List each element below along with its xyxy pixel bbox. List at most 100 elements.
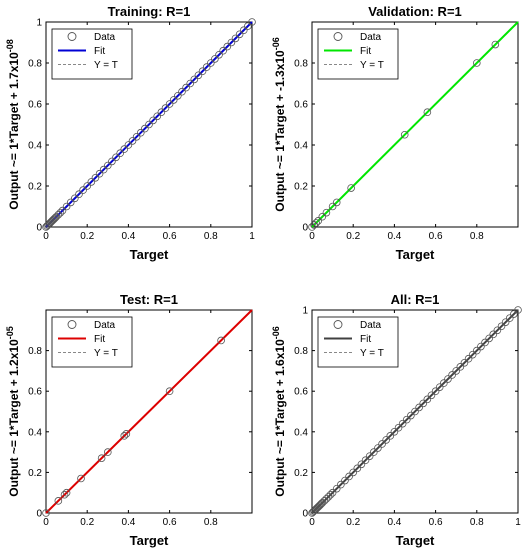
x-tick-label: 0.4 <box>387 517 401 528</box>
y-tick-label: 0.6 <box>28 387 42 398</box>
x-tick-label: 0 <box>309 231 315 242</box>
data-point <box>460 358 469 367</box>
data-point <box>124 141 133 149</box>
y-tick-label: 0.2 <box>28 182 42 193</box>
x-tick-label: 0.6 <box>163 231 177 242</box>
data-point <box>481 338 489 347</box>
legend-label: Data <box>94 32 116 43</box>
legend-box <box>317 28 399 80</box>
fit-line <box>311 309 519 514</box>
legend-label: Fit <box>360 334 371 345</box>
data-point <box>394 423 403 432</box>
data-point <box>423 108 432 116</box>
data-point <box>54 210 63 219</box>
y-tick-label: 0.6 <box>28 100 42 111</box>
data-point <box>452 367 461 375</box>
data-point <box>349 468 358 477</box>
y-axis-label: Output ~= 1*Target + 1.7x10-08 <box>5 39 21 210</box>
legend-label: Data <box>360 32 382 43</box>
data-point <box>497 322 506 331</box>
data-point <box>464 354 473 363</box>
data-point <box>71 194 79 203</box>
data-point <box>431 387 440 396</box>
y-tick-label: 0.4 <box>28 427 42 438</box>
x-axis-label: Target <box>130 247 169 262</box>
data-point <box>235 30 244 39</box>
data-point <box>120 432 129 440</box>
data-point <box>198 67 207 75</box>
data-point <box>477 342 485 351</box>
data-point <box>149 116 157 125</box>
y-axis-label: Output ~= 1*Target + -1.3x10-06 <box>271 37 287 212</box>
y-axis-label: Output ~= 1*Target + 1.2x10-05 <box>5 326 21 497</box>
data-point <box>320 497 329 505</box>
data-point <box>128 137 137 145</box>
data-point <box>83 182 91 190</box>
chart-panel-2: Validation: R=1 Target Output ~= 1*Target … <box>271 4 519 262</box>
legend-box <box>317 316 399 368</box>
chart-title: Validation: R=1 <box>368 4 462 19</box>
data-point <box>419 399 428 408</box>
data-point <box>491 40 500 49</box>
data-point <box>316 501 325 509</box>
data-point <box>132 133 141 141</box>
data-point <box>472 346 481 355</box>
data-point <box>136 128 145 137</box>
data-point <box>328 488 337 497</box>
data-point <box>314 217 322 225</box>
data-point <box>493 326 502 335</box>
data-point <box>398 419 407 428</box>
y-tick-label: 1 <box>302 306 308 317</box>
x-tick-label: 1 <box>515 517 521 528</box>
data-point <box>324 492 333 501</box>
data-point <box>58 206 67 215</box>
y-tick-label: 0.2 <box>294 468 308 479</box>
y-tick-label: 0 <box>36 223 42 234</box>
data-point <box>211 55 219 63</box>
data-point <box>239 26 248 35</box>
data-point <box>202 63 211 71</box>
data-point <box>153 112 162 121</box>
chart-panel-1: Training: R=1 Target Output ~= 1*Target + … <box>5 4 256 262</box>
data-point <box>374 444 382 452</box>
data-point <box>386 432 395 440</box>
x-tick-label: 0.4 <box>387 231 401 242</box>
data-point <box>341 476 349 485</box>
data-point <box>120 145 129 153</box>
data-point <box>165 100 174 108</box>
data-point <box>510 310 518 318</box>
data-point <box>190 75 199 84</box>
data-point <box>468 350 477 359</box>
legend-data-marker <box>333 320 343 329</box>
x-tick-label: 0.8 <box>470 231 484 242</box>
x-tick-label: 0.6 <box>163 517 177 528</box>
data-point <box>141 124 149 133</box>
data-point <box>322 494 331 503</box>
x-tick-label: 0.6 <box>429 231 443 242</box>
data-point <box>378 440 386 448</box>
data-point <box>169 96 178 104</box>
legend-data-marker <box>67 320 77 329</box>
x-tick-label: 1 <box>249 231 255 242</box>
x-tick-label: 0 <box>43 517 49 528</box>
data-point <box>415 403 423 412</box>
data-point <box>87 178 96 186</box>
data-point <box>79 186 87 194</box>
data-point <box>248 18 256 26</box>
data-point <box>448 371 456 379</box>
x-tick-label: 0.6 <box>429 517 443 528</box>
data-point <box>369 448 378 456</box>
x-tick-label: 0.4 <box>121 231 135 242</box>
legend-label: Y = T <box>94 60 118 71</box>
data-point <box>423 395 432 404</box>
data-point <box>390 427 399 436</box>
y-tick-label: 0 <box>36 509 42 520</box>
data-point <box>328 202 337 211</box>
legend-box <box>51 28 133 80</box>
data-point <box>322 208 331 217</box>
data-point <box>501 318 510 326</box>
legend-label: Y = T <box>94 348 118 359</box>
x-tick-label: 0.2 <box>346 231 360 242</box>
data-point <box>165 387 174 396</box>
legend-data-marker <box>333 32 343 41</box>
